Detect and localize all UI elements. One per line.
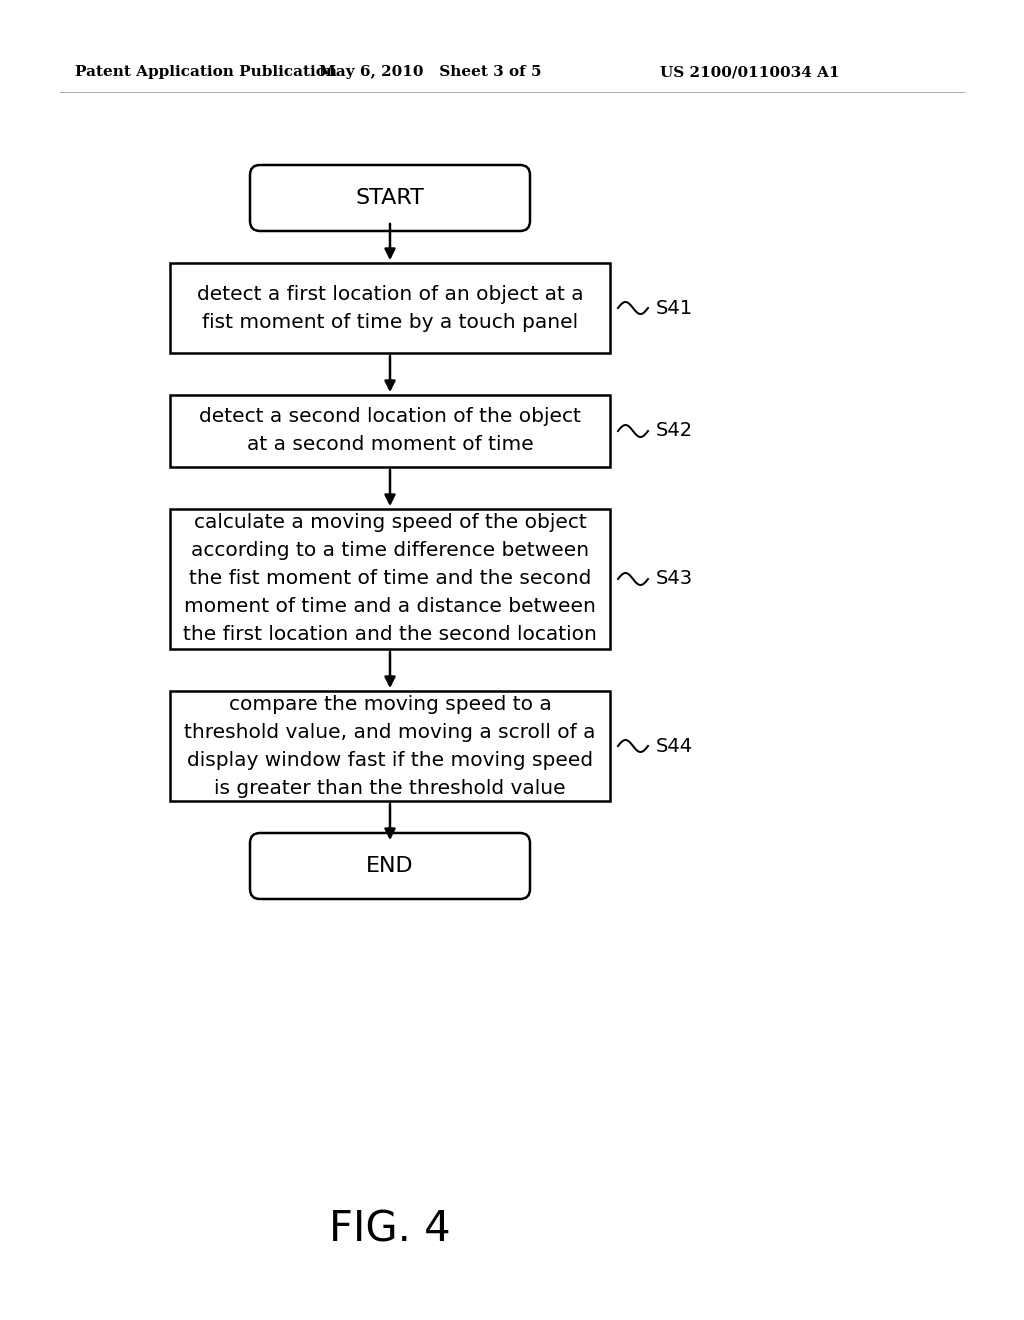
Text: detect a second location of the object
at a second moment of time: detect a second location of the object a… bbox=[199, 408, 581, 454]
Text: Patent Application Publication: Patent Application Publication bbox=[75, 65, 337, 79]
Text: compare the moving speed to a
threshold value, and moving a scroll of a
display : compare the moving speed to a threshold … bbox=[184, 694, 596, 797]
Text: detect a first location of an object at a
fist moment of time by a touch panel: detect a first location of an object at … bbox=[197, 285, 584, 331]
Text: S43: S43 bbox=[656, 569, 693, 589]
FancyBboxPatch shape bbox=[250, 833, 530, 899]
Text: S41: S41 bbox=[656, 298, 693, 318]
Text: START: START bbox=[355, 187, 424, 209]
FancyBboxPatch shape bbox=[170, 263, 610, 352]
Text: S44: S44 bbox=[656, 737, 693, 755]
FancyBboxPatch shape bbox=[250, 165, 530, 231]
Text: FIG. 4: FIG. 4 bbox=[329, 1209, 451, 1251]
Text: US 2100/0110034 A1: US 2100/0110034 A1 bbox=[660, 65, 840, 79]
Text: END: END bbox=[367, 855, 414, 876]
FancyBboxPatch shape bbox=[170, 510, 610, 649]
Text: May 6, 2010   Sheet 3 of 5: May 6, 2010 Sheet 3 of 5 bbox=[318, 65, 542, 79]
Text: calculate a moving speed of the object
according to a time difference between
th: calculate a moving speed of the object a… bbox=[183, 513, 597, 644]
FancyBboxPatch shape bbox=[170, 690, 610, 801]
FancyBboxPatch shape bbox=[170, 395, 610, 467]
Text: S42: S42 bbox=[656, 421, 693, 441]
